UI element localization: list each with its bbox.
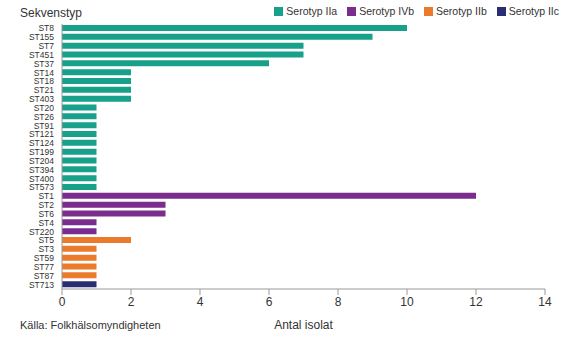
- svg-text:ST3: ST3: [38, 244, 54, 255]
- svg-text:8: 8: [335, 295, 342, 309]
- html-text:Serotyp IVb: Serotyp IVb: [359, 5, 414, 17]
- svg-text:ST21: ST21: [33, 85, 54, 96]
- svg-text:ST403: ST403: [29, 94, 54, 105]
- svg-text:ST4: ST4: [38, 217, 54, 228]
- svg-text:ST2: ST2: [38, 200, 54, 211]
- svg-text:4: 4: [197, 295, 204, 309]
- svg-text:ST8: ST8: [38, 23, 54, 34]
- svg-text:ST91: ST91: [33, 120, 54, 131]
- html-text:Serotyp IIc: Serotyp IIc: [508, 5, 559, 17]
- svg-text:14: 14: [538, 295, 552, 309]
- svg-text:ST6: ST6: [38, 208, 54, 219]
- svg-text:ST87: ST87: [33, 270, 54, 281]
- svg-text:0: 0: [59, 295, 66, 309]
- svg-text:12: 12: [469, 295, 483, 309]
- svg-text:ST14: ST14: [33, 67, 54, 78]
- html-text:Källa: Folkhälsomyndigheten: Källa: Folkhälsomyndigheten: [20, 319, 161, 331]
- html-text:Sekvenstyp: Sekvenstyp: [20, 6, 82, 20]
- html-text:Serotyp IIb: Serotyp IIb: [436, 5, 487, 17]
- svg-text:ST155: ST155: [29, 32, 54, 43]
- svg-text:ST713: ST713: [29, 280, 54, 290]
- svg-text:ST394: ST394: [29, 164, 54, 175]
- svg-text:ST7: ST7: [38, 41, 54, 52]
- svg-text:6: 6: [266, 295, 273, 309]
- svg-text:ST5: ST5: [38, 235, 54, 246]
- html-text:Serotyp IIa: Serotyp IIa: [286, 5, 338, 17]
- svg-text:ST1: ST1: [38, 191, 54, 202]
- svg-text:Antal isolat: Antal isolat: [274, 318, 333, 332]
- svg-text:ST573: ST573: [29, 182, 54, 193]
- svg-text:ST199: ST199: [29, 147, 54, 158]
- svg-text:ST400: ST400: [29, 173, 54, 184]
- svg-text:ST220: ST220: [29, 226, 54, 237]
- svg-text:ST26: ST26: [33, 111, 54, 122]
- svg-text:ST121: ST121: [29, 129, 54, 140]
- svg-text:ST77: ST77: [33, 261, 54, 272]
- svg-text:ST20: ST20: [33, 102, 54, 113]
- svg-text:ST37: ST37: [33, 58, 54, 69]
- svg-text:10: 10: [400, 295, 414, 309]
- svg-text:ST59: ST59: [33, 253, 54, 264]
- svg-text:ST204: ST204: [29, 155, 54, 166]
- svg-text:ST451: ST451: [29, 49, 54, 60]
- svg-text:2: 2: [128, 295, 135, 309]
- svg-text:ST18: ST18: [33, 76, 54, 87]
- svg-text:ST124: ST124: [29, 138, 54, 149]
